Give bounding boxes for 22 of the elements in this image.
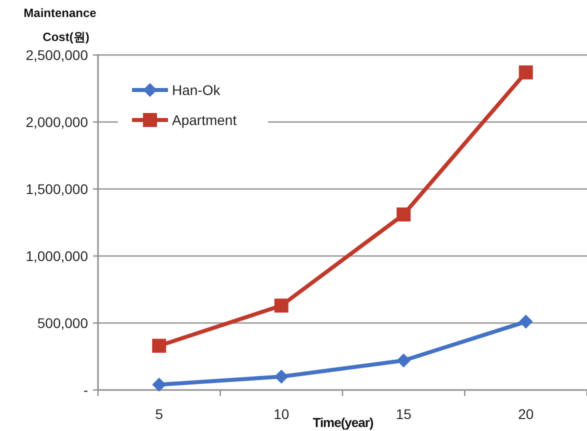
point (396, 207, 411, 222)
y-tick-label: 1,000,000 (26, 248, 88, 264)
point (152, 378, 166, 392)
point (274, 298, 288, 313)
legend-label: Han-Ok (172, 82, 222, 98)
y-tick-label: 1,500,000 (26, 181, 88, 197)
point (152, 338, 166, 353)
y-tick-label: - (83, 382, 88, 398)
point (274, 370, 288, 384)
x-tick-label: 10 (274, 406, 290, 422)
x-tick-label: 15 (396, 406, 412, 422)
y-tick-label: 2,500,000 (26, 47, 88, 63)
point (518, 314, 533, 329)
point (396, 354, 411, 368)
x-axis-title: Time(year) (312, 415, 374, 430)
point (518, 65, 533, 80)
y-tick-label: 2,000,000 (26, 114, 88, 130)
x-tick-label: 5 (155, 406, 164, 422)
x-tick-label: 20 (518, 406, 534, 422)
y-tick-label: 500,000 (37, 315, 88, 331)
y-axis-title: Maintenance Cost(원) (24, 6, 97, 44)
legend-label: Apartment (172, 112, 237, 128)
